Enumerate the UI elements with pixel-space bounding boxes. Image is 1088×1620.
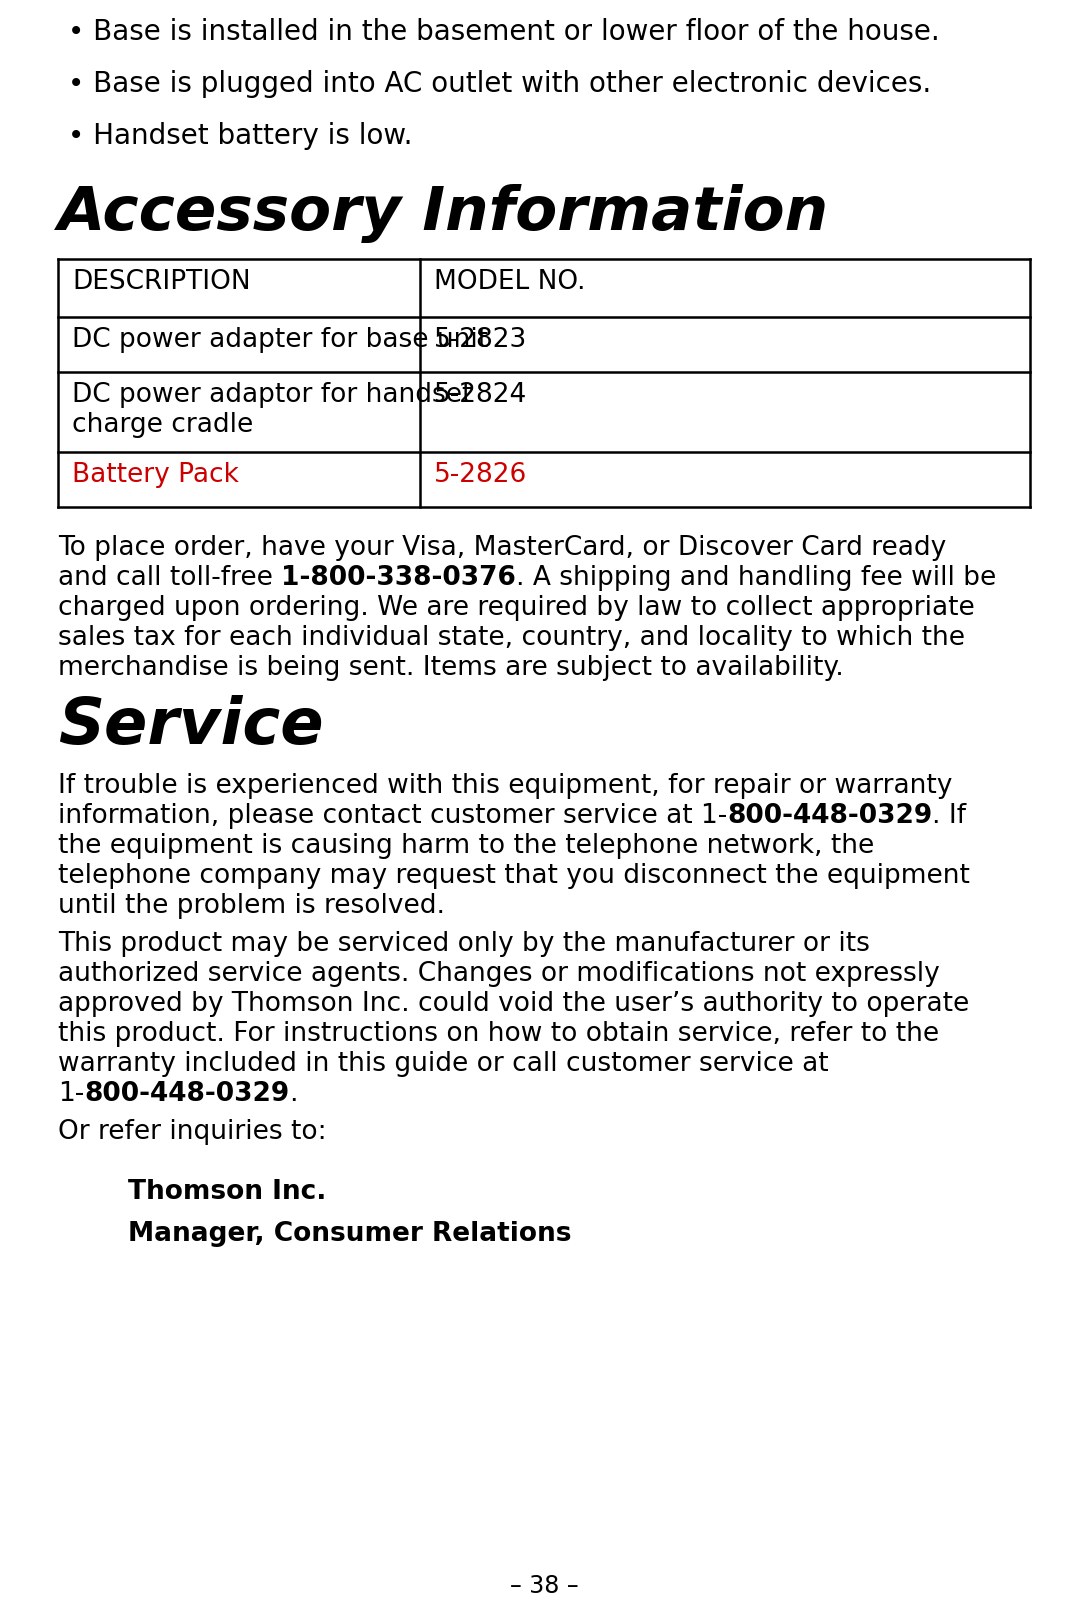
Text: To place order, have your Visa, MasterCard, or Discover Card ready: To place order, have your Visa, MasterCa…: [58, 535, 947, 561]
Text: the equipment is causing harm to the telephone network, the: the equipment is causing harm to the tel…: [58, 833, 875, 859]
Text: authorized service agents. Changes or modifications not expressly: authorized service agents. Changes or mo…: [58, 961, 940, 987]
Text: Service: Service: [58, 695, 323, 757]
Text: approved by Thomson Inc. could void the user’s authority to operate: approved by Thomson Inc. could void the …: [58, 991, 969, 1017]
Text: merchandise is being sent. Items are subject to availability.: merchandise is being sent. Items are sub…: [58, 654, 844, 680]
Text: and call toll-free: and call toll-free: [58, 565, 282, 591]
Text: Battery Pack: Battery Pack: [72, 462, 239, 488]
Text: sales tax for each individual state, country, and locality to which the: sales tax for each individual state, cou…: [58, 625, 965, 651]
Text: – 38 –: – 38 –: [509, 1575, 579, 1597]
Text: DC power adaptor for handset
charge cradle: DC power adaptor for handset charge crad…: [72, 382, 472, 437]
Text: DC power adapter for base unit: DC power adapter for base unit: [72, 327, 489, 353]
Text: Accessory Information: Accessory Information: [58, 185, 829, 243]
Text: . If: . If: [932, 804, 966, 829]
Text: DESCRIPTION: DESCRIPTION: [72, 269, 250, 295]
Text: Thomson Inc.: Thomson Inc.: [128, 1179, 326, 1205]
Text: Manager, Consumer Relations: Manager, Consumer Relations: [128, 1221, 571, 1247]
Text: 800-448-0329: 800-448-0329: [84, 1081, 289, 1106]
Text: 5-2826: 5-2826: [434, 462, 528, 488]
Text: this product. For instructions on how to obtain service, refer to the: this product. For instructions on how to…: [58, 1021, 939, 1047]
Text: .: .: [289, 1081, 298, 1106]
Text: warranty included in this guide or call customer service at: warranty included in this guide or call …: [58, 1051, 829, 1077]
Text: 5-2824: 5-2824: [434, 382, 528, 408]
Text: • Base is plugged into AC outlet with other electronic devices.: • Base is plugged into AC outlet with ot…: [67, 70, 931, 97]
Text: 1-800-338-0376: 1-800-338-0376: [282, 565, 516, 591]
Text: until the problem is resolved.: until the problem is resolved.: [58, 893, 445, 919]
Text: information, please contact customer service at 1-: information, please contact customer ser…: [58, 804, 727, 829]
Text: This product may be serviced only by the manufacturer or its: This product may be serviced only by the…: [58, 931, 870, 957]
Text: • Handset battery is low.: • Handset battery is low.: [67, 122, 412, 151]
Text: 5-2823: 5-2823: [434, 327, 528, 353]
Text: • Base is installed in the basement or lower floor of the house.: • Base is installed in the basement or l…: [67, 18, 940, 45]
Text: 1-: 1-: [58, 1081, 84, 1106]
Text: MODEL NO.: MODEL NO.: [434, 269, 585, 295]
Text: 800-448-0329: 800-448-0329: [727, 804, 932, 829]
Text: telephone company may request that you disconnect the equipment: telephone company may request that you d…: [58, 863, 969, 889]
Text: . A shipping and handling fee will be: . A shipping and handling fee will be: [516, 565, 997, 591]
Text: If trouble is experienced with this equipment, for repair or warranty: If trouble is experienced with this equi…: [58, 773, 952, 799]
Text: Or refer inquiries to:: Or refer inquiries to:: [58, 1119, 326, 1145]
Text: charged upon ordering. We are required by law to collect appropriate: charged upon ordering. We are required b…: [58, 595, 975, 620]
